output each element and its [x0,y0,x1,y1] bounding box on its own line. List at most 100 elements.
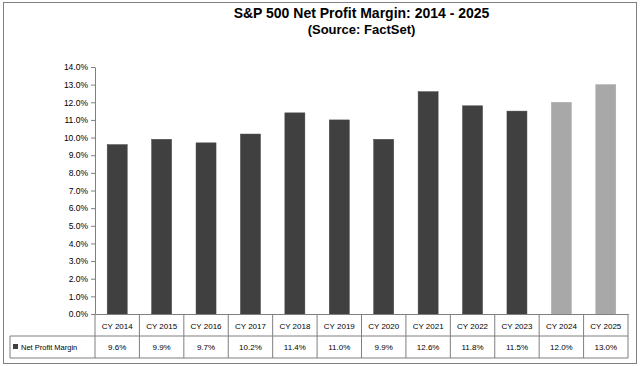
category-label: CY 2017 [235,322,267,331]
y-tick-label: 3.0% [69,256,89,266]
bar [596,85,616,314]
bar [329,120,349,314]
data-label: 9.9% [153,343,171,352]
y-axis-line [95,68,96,315]
y-tick-label: 8.0% [69,168,89,178]
y-tick: 2.0% [69,274,95,284]
data-label: 11.4% [284,343,306,352]
legend-label: Net Profit Margin [21,343,77,352]
y-tick-label: 13.0% [64,80,89,90]
category-label: CY 2022 [457,322,489,331]
bar [418,92,438,314]
y-tick-mark [91,85,95,86]
y-tick: 14.0% [64,62,95,72]
bar [374,139,394,314]
category-label: CY 2015 [146,322,178,331]
x-tick: CY 2015 [146,314,178,331]
bar [507,111,527,314]
y-tick-label: 1.0% [69,292,89,302]
x-tick: CY 2018 [279,314,311,331]
bar [196,143,216,314]
y-tick-mark [91,261,95,262]
x-tick: CY 2022 [457,314,489,331]
y-tick-mark [91,296,95,297]
category-label: CY 2014 [102,322,134,331]
data-label: 12.0% [550,343,573,352]
y-tick: 12.0% [64,98,95,108]
data-label: 11.8% [461,343,483,352]
bar [285,113,305,314]
y-tick-mark [91,155,95,156]
x-tick: CY 2017 [235,314,267,331]
x-tick: CY 2024 [546,314,578,331]
table-line [10,336,11,358]
y-tick: 13.0% [64,80,95,90]
x-tick: CY 2014 [102,314,134,331]
y-tick: 4.0% [69,239,95,249]
y-tick-label: 5.0% [69,221,89,231]
data-label: 11.5% [506,343,528,352]
y-tick-label: 4.0% [69,239,89,249]
y-tick-label: 6.0% [69,203,89,213]
y-tick: 0.0% [69,309,95,319]
category-label: CY 2024 [546,322,578,331]
y-tick-mark [91,102,95,103]
category-label: CY 2021 [413,322,445,331]
bars [107,85,616,314]
category-label: CY 2018 [279,322,311,331]
subtitle: (Source: FactSet) [308,22,416,37]
y-tick: 3.0% [69,256,95,266]
data-label: 10.2% [239,343,262,352]
chart: S&P 500 Net Profit Margin: 2014 - 2025(S… [0,0,640,366]
category-label: CY 2025 [590,322,622,331]
data-label: 9.7% [197,343,215,352]
data-table: Net Profit Margin 9.6% 9.9% 9.7% 10.2% 11.4% 1… [10,314,628,358]
data-label: 9.6% [108,343,126,352]
category-label: CY 2016 [191,322,223,331]
data-label: 11.0% [328,343,350,352]
x-tick: CY 2019 [324,314,356,331]
y-tick-mark [91,120,95,121]
legend-key [13,344,18,349]
data-label: 13.0% [594,343,617,352]
bar [107,145,127,314]
y-tick: 9.0% [69,150,95,160]
y-tick-mark [91,67,95,68]
y-tick: 6.0% [69,203,95,213]
table-line [10,358,628,359]
y-tick-mark [91,191,95,192]
y-tick-label: 14.0% [64,62,89,72]
y-tick-mark [91,226,95,227]
x-tick: CY 2020 [368,314,400,331]
x-tick: CY 2016 [191,314,223,331]
y-tick: 1.0% [69,292,95,302]
category-label: CY 2019 [324,322,356,331]
bar [551,102,571,314]
y-tick-label: 12.0% [64,98,89,108]
data-label: 12.6% [417,343,440,352]
category-label: CY 2020 [368,322,400,331]
category-label: CY 2023 [501,322,533,331]
y-tick-label: 2.0% [69,274,89,284]
data-label: 9.9% [375,343,393,352]
y-axis: 0.0% 1.0% 2.0% 3.0% 4.0% 5.0% 6.0% 7.0% 8.0% 9.0%… [64,62,96,319]
y-tick-mark [91,243,95,244]
chart-frame [4,3,637,364]
y-tick-mark [91,173,95,174]
y-tick: 8.0% [69,168,95,178]
x-tick: CY 2025 [590,314,622,331]
y-tick-label: 10.0% [64,133,89,143]
bar [240,134,260,314]
y-tick-mark [91,279,95,280]
y-tick-label: 0.0% [69,309,89,319]
y-tick: 7.0% [69,186,95,196]
y-tick: 11.0% [65,115,95,125]
y-tick-label: 9.0% [69,150,89,160]
bar [463,106,483,314]
y-tick-label: 11.0% [65,115,89,125]
y-tick-mark [91,208,95,209]
x-tick: CY 2023 [501,314,533,331]
y-tick-mark [91,314,95,315]
title: S&P 500 Net Profit Margin: 2014 - 2025 [234,5,490,21]
x-tick: CY 2021 [413,314,445,331]
